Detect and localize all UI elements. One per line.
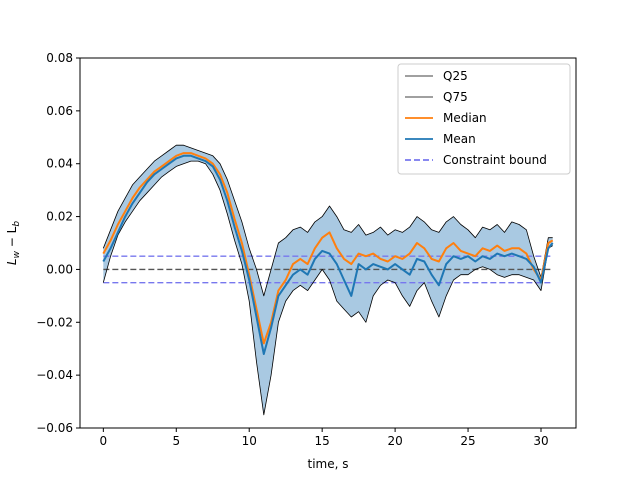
y-axis-label: Lw − Lb — [5, 221, 22, 265]
x-tick-label: 15 — [315, 434, 330, 448]
y-tick-label: 0.02 — [46, 210, 73, 224]
legend-label: Constraint bound — [443, 153, 547, 167]
y-axis-label-op: − L — [5, 226, 19, 251]
x-axis: 0 5 10 15 20 25 30 — [100, 428, 549, 448]
x-tick-label: 0 — [100, 434, 108, 448]
series-line-q25 — [102, 160, 553, 416]
y-axis-label-sub2: b — [12, 221, 22, 227]
x-tick-label: 20 — [387, 434, 402, 448]
plot-frame — [79, 57, 577, 429]
legend: Q25 Q75 Median Mean Constraint bound — [397, 63, 571, 175]
y-axis: −0.06 −0.04 −0.02 0.00 0.02 0.04 0.06 0.08 — [36, 51, 80, 435]
x-tick-label: 5 — [172, 434, 180, 448]
y-tick-label: 0.08 — [46, 51, 73, 65]
quartile-band — [103, 145, 553, 415]
y-tick-label: 0.00 — [46, 262, 73, 276]
x-tick-label: 10 — [242, 434, 257, 448]
legend-box — [397, 63, 571, 175]
series-line-q75 — [102, 144, 553, 297]
legend-label: Q75 — [443, 90, 468, 104]
y-tick-label: −0.06 — [36, 421, 73, 435]
y-tick-label: −0.04 — [36, 368, 73, 382]
legend-label: Q25 — [443, 69, 468, 83]
y-tick-label: 0.06 — [46, 104, 73, 118]
series-line-median — [102, 152, 554, 345]
y-axis-label-main: L — [5, 258, 19, 265]
legend-label: Mean — [443, 132, 476, 146]
y-tick-label: 0.04 — [46, 157, 73, 171]
series-line-mean — [102, 154, 554, 355]
y-tick-label: −0.02 — [36, 315, 73, 329]
x-tick-label: 30 — [533, 434, 548, 448]
x-axis-label: time, s — [308, 457, 349, 471]
y-axis-label-sub1: w — [12, 250, 22, 258]
x-tick-label: 25 — [460, 434, 475, 448]
legend-label: Median — [443, 111, 487, 125]
